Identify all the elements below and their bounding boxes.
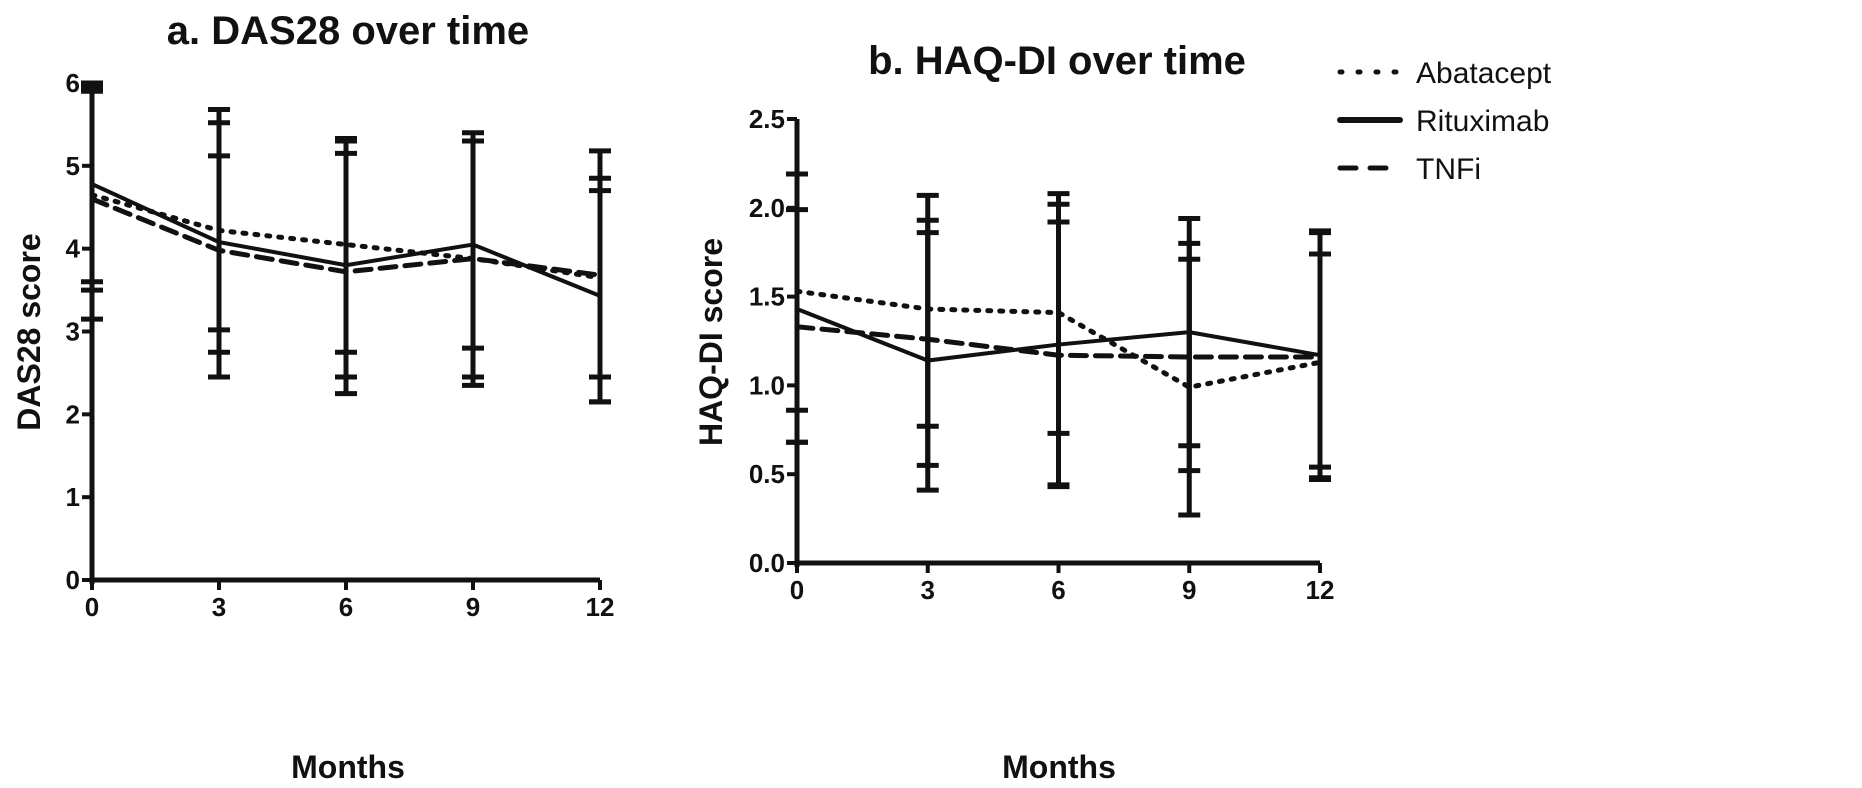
x-tick-label: 12	[586, 592, 615, 622]
panel-a-x-axis-label: Months	[291, 749, 405, 785]
x-tick-label: 9	[466, 592, 480, 622]
x-tick-label: 9	[1182, 575, 1196, 605]
legend: Abatacept Rituximab TNFi	[1337, 57, 1552, 186]
panel-a-y-axis-label: DAS28 score	[11, 233, 47, 430]
series-line-tnfi	[794, 324, 1323, 360]
x-tick-label: 0	[85, 592, 99, 622]
x-tick-label: 12	[1306, 575, 1335, 605]
y-tick-label: 1.0	[749, 370, 785, 400]
y-tick-label: 1.5	[749, 282, 785, 312]
legend-label-rituximab: Rituximab	[1416, 105, 1549, 138]
y-tick-label: 0	[66, 565, 80, 595]
panel-b-haq-di: b. HAQ-DI over time HAQ-DI score Months …	[693, 39, 1334, 785]
panel-b-title: b. HAQ-DI over time	[868, 39, 1246, 83]
y-tick-label: 2	[66, 399, 80, 429]
y-tick-label: 6	[66, 68, 80, 98]
panel-a-title: a. DAS28 over time	[167, 9, 529, 53]
y-tick-label: 0.5	[749, 459, 785, 489]
panel-b-x-axis-label: Months	[1002, 749, 1116, 785]
series-line-rituximab	[795, 307, 1322, 363]
y-tick-label: 2.5	[749, 104, 785, 134]
y-tick-label: 1	[66, 482, 80, 512]
panel-a-error-bars	[81, 80, 611, 405]
panel-b-y-axis-label: HAQ-DI score	[693, 238, 729, 446]
y-tick-label: 0.0	[749, 548, 785, 578]
panel-b-series-lines	[794, 288, 1323, 390]
x-tick-label: 6	[1051, 575, 1065, 605]
y-tick-label: 2.0	[749, 193, 785, 223]
y-tick-label: 4	[66, 234, 81, 264]
y-tick-label: 3	[66, 317, 80, 347]
y-tick-label: 5	[66, 151, 80, 181]
panel-a-das28: a. DAS28 over time DAS28 score Months 0 1…	[11, 9, 614, 785]
x-tick-label: 3	[212, 592, 226, 622]
x-tick-label: 6	[339, 592, 353, 622]
series-line-abatacept	[794, 288, 1323, 390]
series-line-tnfi	[89, 196, 603, 278]
panel-b-error-bars	[786, 171, 1331, 518]
x-tick-label: 3	[921, 575, 935, 605]
legend-label-abatacept: Abatacept	[1416, 57, 1552, 90]
panel-a-series-lines	[89, 182, 603, 298]
x-tick-label: 0	[790, 575, 804, 605]
legend-label-tnfi: TNFi	[1416, 153, 1481, 186]
